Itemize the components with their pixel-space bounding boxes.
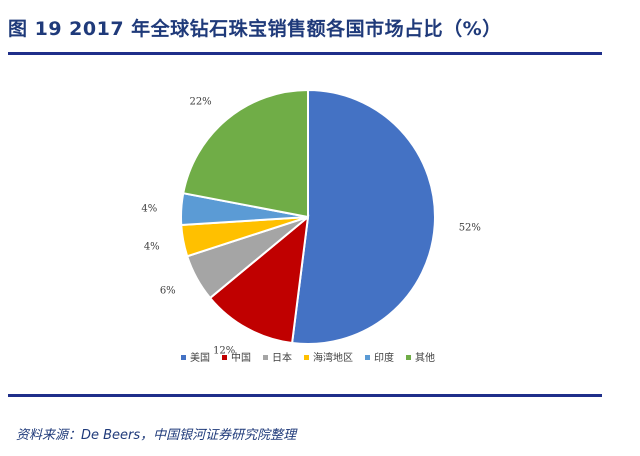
legend-swatch-3 bbox=[263, 355, 268, 360]
legend-label-3: 日本 bbox=[272, 351, 292, 364]
legend-label-2: 中国 bbox=[231, 351, 251, 364]
pie-chart: 52% 12% 6% 4% 4% 22% 美国 中国 日本 海湾地区 印度 其他 bbox=[0, 56, 640, 392]
data-label-slice-3: 6% bbox=[160, 286, 176, 297]
legend-swatch-2 bbox=[222, 355, 227, 360]
legend-label-4: 海湾地区 bbox=[313, 351, 353, 364]
legend-swatch-6 bbox=[406, 355, 411, 360]
legend-swatch-1 bbox=[181, 355, 186, 360]
pie-slice-6 bbox=[182, 88, 309, 219]
source-note: 资料来源：De Beers，中国银河证券研究院整理 bbox=[16, 428, 297, 443]
pie-slice-2 bbox=[208, 214, 310, 345]
figure-title: 图 19 2017 年全球钻石珠宝销售额各国市场占比（%） bbox=[8, 18, 502, 40]
legend-label-6: 其他 bbox=[415, 351, 435, 364]
footer-divider bbox=[8, 394, 602, 397]
legend: 美国 中国 日本 海湾地区 印度 其他 bbox=[181, 351, 435, 364]
data-label-slice-2: 12% bbox=[213, 345, 235, 356]
legend-label-1: 美国 bbox=[190, 351, 210, 364]
data-label-slice-6: 22% bbox=[189, 97, 211, 108]
legend-swatch-5 bbox=[365, 355, 370, 360]
data-label-slice-4: 4% bbox=[144, 241, 160, 252]
pie-slice-1 bbox=[290, 88, 436, 345]
legend-swatch-4 bbox=[304, 355, 309, 360]
title-divider bbox=[8, 52, 602, 55]
data-label-slice-5: 4% bbox=[141, 204, 157, 215]
data-label-slice-1: 52% bbox=[459, 223, 481, 234]
pie-chart-svg: 52% 12% 6% 4% 4% 22% 美国 中国 日本 海湾地区 印度 其他 bbox=[141, 88, 481, 364]
legend-label-5: 印度 bbox=[374, 351, 394, 364]
